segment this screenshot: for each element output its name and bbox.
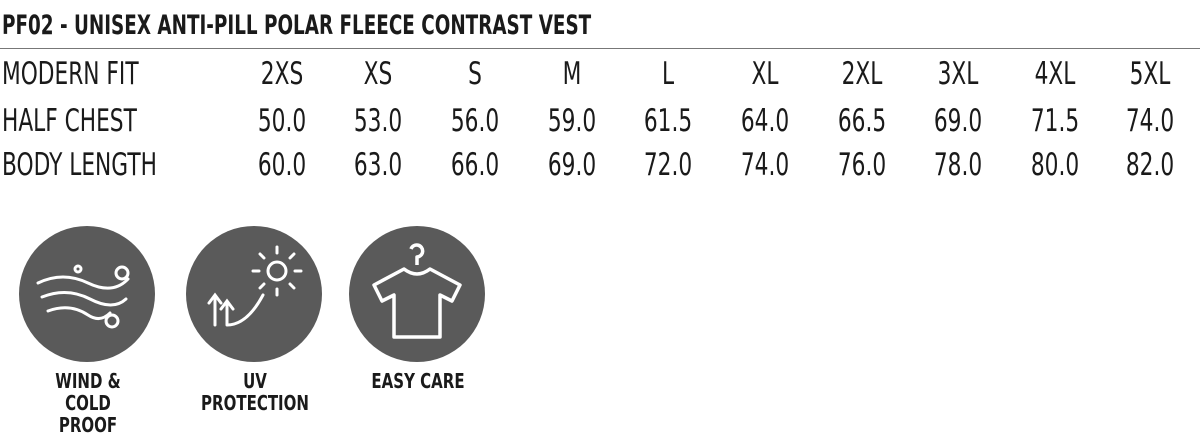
size-header: M <box>562 56 582 92</box>
size-value: 78.0 <box>933 147 983 183</box>
title: PF02 - UNISEX ANTI-PILL POLAR FLEECE CON… <box>2 10 592 41</box>
row-label: HALF CHEST <box>2 103 137 139</box>
feature-label: UV PROTECTION <box>201 369 309 415</box>
size-header: 3XL <box>937 56 979 92</box>
size-value: 72.0 <box>643 147 693 183</box>
size-value: 66.0 <box>450 147 500 183</box>
size-value: 64.0 <box>740 103 790 139</box>
size-value: 74.0 <box>1125 103 1175 139</box>
size-header: S <box>468 56 482 92</box>
size-header: 2XS <box>260 56 304 92</box>
row-label: MODERN FIT <box>2 56 139 92</box>
size-value: 66.5 <box>837 103 887 139</box>
page: PF02 - UNISEX ANTI-PILL POLAR FLEECE CON… <box>0 10 1200 436</box>
size-value: 63.0 <box>353 147 403 183</box>
size-header: 4XL <box>1034 56 1076 92</box>
size-value: 80.0 <box>1030 147 1080 183</box>
size-header: XL <box>751 56 779 92</box>
size-value: 61.5 <box>643 103 693 139</box>
size-header: XS <box>363 56 393 92</box>
feature-label: WIND & COLD PROOF <box>55 369 121 437</box>
size-value: 76.0 <box>837 147 887 183</box>
size-value: 74.0 <box>740 147 790 183</box>
size-value: 69.0 <box>547 147 597 183</box>
size-header: 2XL <box>841 56 883 92</box>
row-label: BODY LENGTH <box>2 147 157 183</box>
size-value: 82.0 <box>1125 147 1175 183</box>
size-value: 50.0 <box>257 103 307 139</box>
size-value: 59.0 <box>547 103 597 139</box>
size-value: 56.0 <box>450 103 500 139</box>
size-header: 5XL <box>1129 56 1171 92</box>
divider <box>0 48 1200 49</box>
easy-care-icon <box>349 226 485 362</box>
size-value: 60.0 <box>257 147 307 183</box>
size-value: 53.0 <box>353 103 403 139</box>
size-value: 71.5 <box>1030 103 1080 139</box>
size-header: L <box>661 56 675 92</box>
wind-icon <box>19 226 155 362</box>
size-value: 69.0 <box>933 103 983 139</box>
feature-label: EASY CARE <box>371 369 465 393</box>
uv-icon <box>186 226 322 362</box>
